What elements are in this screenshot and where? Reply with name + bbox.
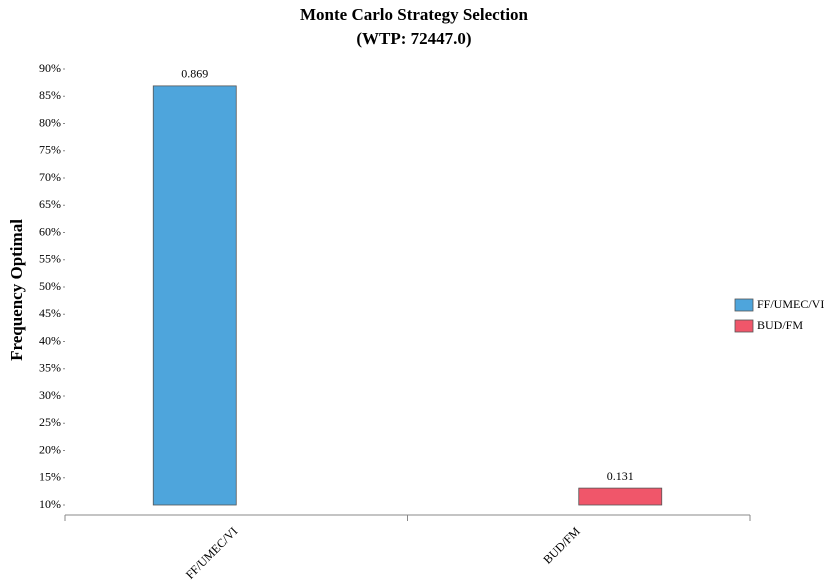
y-tick-label: 75% — [39, 143, 61, 157]
y-tick-label: 15% — [39, 470, 61, 484]
y-tick-label: 70% — [39, 170, 61, 184]
y-tick-label: 65% — [39, 197, 61, 211]
y-tick-label: 25% — [39, 415, 61, 429]
y-tick-label: 85% — [39, 88, 61, 102]
bar — [152, 85, 237, 506]
y-tick-label: 35% — [39, 361, 61, 375]
value-label: 0.869 — [181, 67, 208, 81]
y-tick-label: 60% — [39, 224, 61, 238]
y-tick-label: 50% — [39, 279, 61, 293]
legend-label: FF/UMEC/VI — [757, 297, 824, 311]
chart-title: Monte Carlo Strategy Selection — [300, 5, 529, 24]
y-tick-label: 20% — [39, 442, 61, 456]
legend-swatch — [734, 319, 754, 333]
y-tick-label: 80% — [39, 115, 61, 129]
y-tick-label: 45% — [39, 306, 61, 320]
y-tick-label: 10% — [39, 497, 61, 511]
value-label: 0.131 — [607, 469, 634, 483]
legend-swatch — [734, 298, 754, 312]
chart-subtitle: (WTP: 72447.0) — [356, 29, 471, 48]
y-tick-label: 55% — [39, 252, 61, 266]
y-tick-label: 90% — [39, 61, 61, 75]
y-tick-label: 30% — [39, 388, 61, 402]
y-tick-label: 40% — [39, 333, 61, 347]
y-axis-label: Frequency Optimal — [7, 219, 26, 361]
bar — [578, 487, 663, 506]
legend-label: BUD/FM — [757, 318, 803, 332]
x-tick-label: FF/UMEC/VI — [183, 524, 241, 582]
x-tick-label: BUD/FM — [540, 524, 583, 567]
